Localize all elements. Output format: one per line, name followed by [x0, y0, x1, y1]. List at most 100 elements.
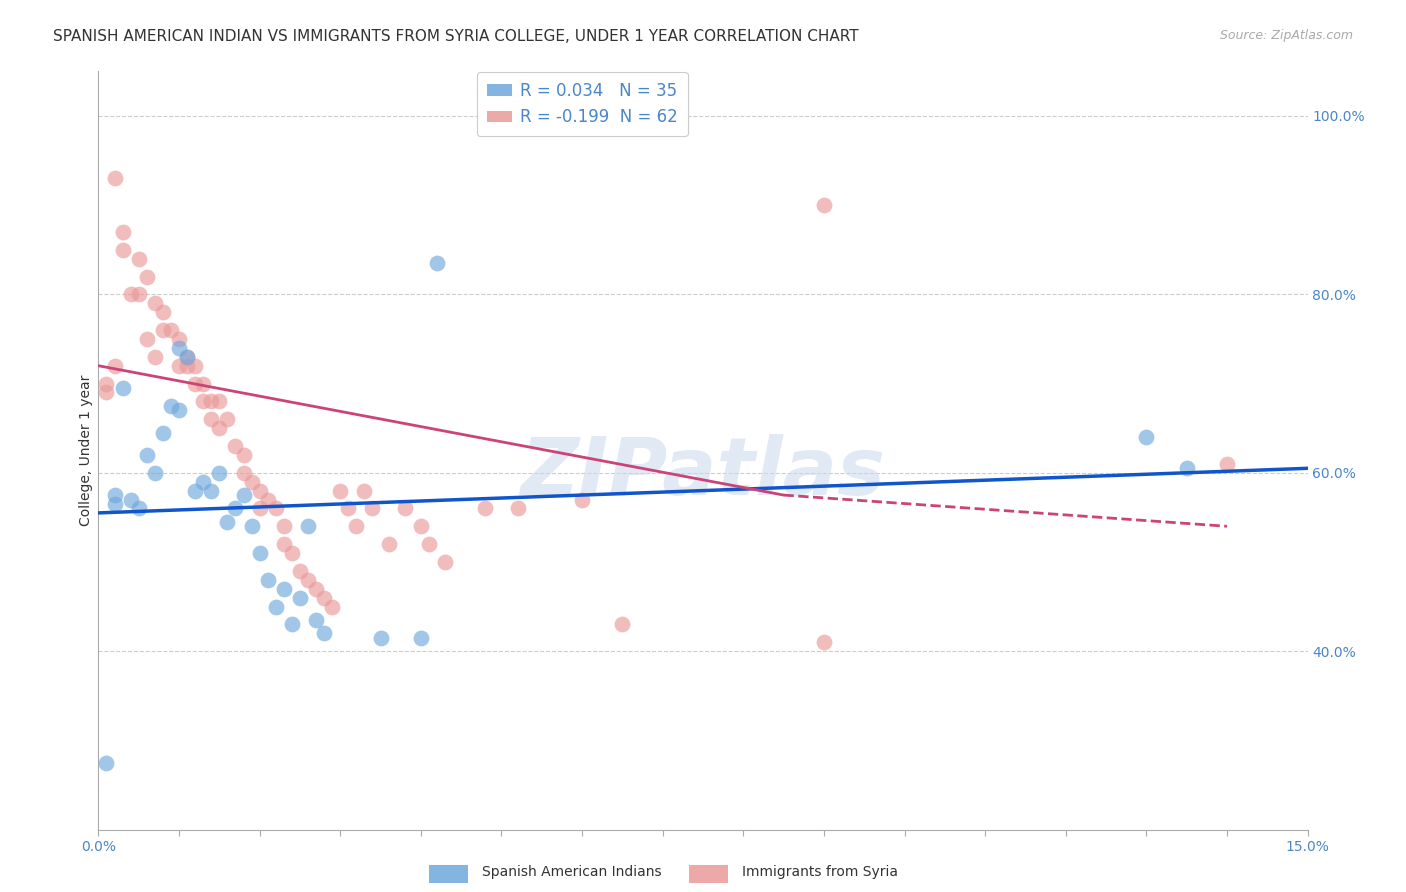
Point	[128, 287, 150, 301]
Point	[176, 359, 198, 373]
Point	[256, 573, 278, 587]
Point	[409, 519, 432, 533]
Point	[353, 483, 375, 498]
Point	[813, 198, 835, 212]
Point	[305, 613, 328, 627]
Point	[377, 537, 399, 551]
Point	[200, 412, 222, 426]
Point	[96, 385, 118, 400]
Point	[143, 350, 166, 364]
Point	[152, 323, 174, 337]
Point	[394, 501, 416, 516]
Point	[232, 466, 254, 480]
Point	[434, 555, 457, 569]
Point	[813, 635, 835, 649]
Point	[120, 492, 142, 507]
Point	[232, 448, 254, 462]
Point	[193, 394, 215, 409]
Point	[240, 475, 263, 489]
Point	[297, 519, 319, 533]
Point	[264, 501, 287, 516]
Point	[135, 332, 157, 346]
Point	[96, 756, 118, 770]
Point	[288, 591, 311, 605]
Text: Source: ZipAtlas.com: Source: ZipAtlas.com	[1219, 29, 1353, 42]
Point	[96, 376, 118, 391]
Point	[193, 475, 215, 489]
Point	[281, 546, 304, 560]
Point	[224, 439, 246, 453]
Point	[152, 425, 174, 440]
Point	[329, 483, 352, 498]
Point	[184, 483, 207, 498]
Point	[103, 497, 125, 511]
Point	[143, 466, 166, 480]
Text: Immigrants from Syria: Immigrants from Syria	[742, 865, 898, 880]
Point	[128, 501, 150, 516]
Point	[418, 537, 440, 551]
Point	[249, 501, 271, 516]
Point	[167, 341, 190, 355]
Point	[264, 599, 287, 614]
Point	[249, 546, 271, 560]
Text: SPANISH AMERICAN INDIAN VS IMMIGRANTS FROM SYRIA COLLEGE, UNDER 1 YEAR CORRELATI: SPANISH AMERICAN INDIAN VS IMMIGRANTS FR…	[53, 29, 859, 44]
Point	[128, 252, 150, 266]
Point	[193, 376, 215, 391]
Point	[249, 483, 271, 498]
Point	[208, 421, 231, 435]
Point	[224, 501, 246, 516]
Point	[135, 448, 157, 462]
Point	[506, 501, 529, 516]
Point	[1135, 430, 1157, 444]
Point	[167, 332, 190, 346]
Point	[135, 269, 157, 284]
Point	[232, 488, 254, 502]
Point	[297, 573, 319, 587]
Point	[200, 483, 222, 498]
Point	[176, 350, 198, 364]
Point	[281, 617, 304, 632]
Point	[314, 591, 336, 605]
Y-axis label: College, Under 1 year: College, Under 1 year	[79, 375, 93, 526]
Point	[152, 305, 174, 319]
Point	[256, 492, 278, 507]
Point	[167, 403, 190, 417]
Point	[571, 492, 593, 507]
Point	[273, 537, 295, 551]
Point	[240, 519, 263, 533]
Point	[208, 466, 231, 480]
Text: Spanish American Indians: Spanish American Indians	[482, 865, 662, 880]
Point	[111, 381, 134, 395]
Point	[103, 171, 125, 186]
Legend: R = 0.034   N = 35, R = -0.199  N = 62: R = 0.034 N = 35, R = -0.199 N = 62	[477, 72, 688, 136]
Point	[176, 350, 198, 364]
Point	[103, 488, 125, 502]
Point	[208, 394, 231, 409]
Point	[409, 631, 432, 645]
Point	[103, 359, 125, 373]
Point	[612, 617, 634, 632]
Point	[474, 501, 496, 516]
Point	[184, 359, 207, 373]
Point	[337, 501, 360, 516]
Point	[1216, 457, 1239, 471]
Point	[143, 296, 166, 310]
Point	[426, 256, 449, 270]
Point	[361, 501, 384, 516]
Text: ZIPatlas: ZIPatlas	[520, 434, 886, 512]
Point	[273, 582, 295, 596]
Point	[321, 599, 343, 614]
Point	[160, 399, 183, 413]
Point	[273, 519, 295, 533]
Point	[200, 394, 222, 409]
Point	[344, 519, 367, 533]
Point	[120, 287, 142, 301]
Point	[370, 631, 392, 645]
Point	[305, 582, 328, 596]
Point	[111, 225, 134, 239]
Point	[1175, 461, 1198, 475]
Point	[217, 412, 239, 426]
Point	[160, 323, 183, 337]
Point	[167, 359, 190, 373]
Point	[184, 376, 207, 391]
